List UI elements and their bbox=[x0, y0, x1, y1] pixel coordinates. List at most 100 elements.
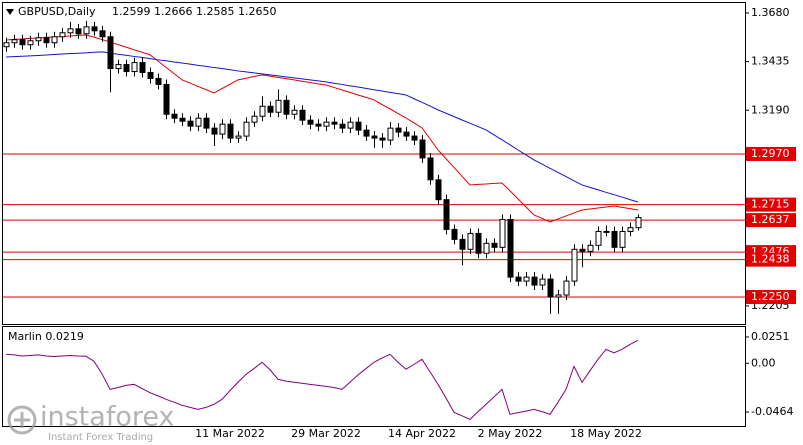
candle-body bbox=[603, 230, 610, 233]
candle-body bbox=[563, 280, 570, 296]
candle-body bbox=[35, 37, 42, 42]
x-tick-label: 14 Apr 2022 bbox=[388, 427, 456, 440]
candle-body bbox=[115, 64, 122, 70]
candle-body bbox=[83, 26, 90, 35]
level-label-box bbox=[746, 252, 796, 267]
candle-body bbox=[371, 135, 378, 139]
candle-body bbox=[99, 30, 106, 38]
candle-body bbox=[219, 123, 226, 135]
y-tick-label: -0.0464 bbox=[751, 405, 793, 418]
x-tick-label: 18 May 2022 bbox=[570, 427, 642, 440]
candle-body bbox=[27, 40, 34, 46]
indicator-panel bbox=[2, 326, 746, 427]
candle-body bbox=[131, 62, 138, 73]
candle-body bbox=[203, 117, 210, 129]
candle-body bbox=[3, 42, 10, 48]
main-panel bbox=[2, 2, 746, 325]
candle-body bbox=[67, 28, 74, 34]
candle-body bbox=[307, 119, 314, 125]
level-label-box bbox=[746, 213, 796, 228]
plot: 1.36801.34351.31901.22050.02510.00-0.046… bbox=[3, 6, 796, 440]
candle-body bbox=[515, 276, 522, 282]
indicator-line bbox=[5, 339, 639, 420]
candle-body bbox=[267, 105, 274, 113]
candle-body bbox=[499, 219, 506, 248]
candle-body bbox=[363, 129, 370, 137]
candle-body bbox=[483, 242, 490, 254]
candle-body bbox=[315, 123, 322, 127]
candle-body bbox=[587, 244, 594, 252]
candle-body bbox=[299, 109, 306, 121]
candle-body bbox=[155, 77, 162, 85]
candle-body bbox=[627, 227, 634, 232]
candle-body bbox=[467, 232, 474, 250]
candle-body bbox=[291, 109, 298, 115]
symbol: GBPUSD,Daily bbox=[18, 5, 96, 18]
candle-body bbox=[611, 230, 618, 248]
candle-body bbox=[435, 179, 442, 201]
candle-body bbox=[539, 278, 546, 286]
candle-body bbox=[51, 36, 58, 44]
candle-body bbox=[275, 99, 282, 113]
candle-body bbox=[347, 121, 354, 129]
candle-body bbox=[243, 121, 250, 137]
candle-body bbox=[427, 157, 434, 181]
candle-body bbox=[11, 39, 18, 44]
candle-body bbox=[179, 117, 186, 122]
candle-body bbox=[195, 117, 202, 127]
candle-body bbox=[339, 123, 346, 129]
candle-body bbox=[451, 228, 458, 240]
watermark-logo bbox=[7, 405, 37, 435]
quote: 1.2599 1.2666 1.2585 1.2650 bbox=[112, 5, 276, 18]
y-tick-label: 0.0251 bbox=[751, 330, 790, 343]
watermark-tagline: Instant Forex Trading bbox=[48, 432, 153, 443]
candle-body bbox=[251, 115, 258, 123]
y-tick-label: 0.00 bbox=[751, 356, 776, 369]
candle-body bbox=[595, 230, 602, 246]
candle-body bbox=[331, 121, 338, 125]
candle-body bbox=[163, 83, 170, 115]
candle-body bbox=[91, 26, 98, 32]
candle-body bbox=[323, 121, 330, 127]
candle-body bbox=[139, 62, 146, 74]
x-tick-label: 11 Mar 2022 bbox=[195, 427, 265, 440]
candle-body bbox=[123, 64, 130, 73]
candle-body bbox=[459, 238, 466, 250]
y-tick-label: 1.3190 bbox=[751, 103, 790, 116]
candle-body bbox=[43, 37, 50, 44]
indicator-title: Marlin 0.0219 bbox=[8, 330, 84, 343]
candle-body bbox=[523, 276, 530, 282]
candle-body bbox=[411, 135, 418, 141]
candle-body bbox=[635, 217, 642, 229]
y-tick-label: 1.3435 bbox=[751, 55, 790, 68]
candle-body bbox=[283, 99, 290, 115]
candle-body bbox=[475, 232, 482, 254]
candle-body bbox=[211, 127, 218, 135]
level-label: 1.2715 bbox=[751, 198, 790, 211]
watermark-logo-cross bbox=[14, 412, 30, 428]
candle-body bbox=[59, 32, 66, 38]
candle-body bbox=[395, 127, 402, 133]
level-label-box bbox=[746, 289, 796, 304]
y-tick-label: 1.3680 bbox=[751, 6, 790, 19]
candle-body bbox=[235, 135, 242, 139]
candle-body bbox=[227, 123, 234, 139]
candle-body bbox=[419, 139, 426, 159]
candle-body bbox=[355, 121, 362, 131]
level-label: 1.2637 bbox=[751, 213, 790, 226]
candle-body bbox=[19, 39, 26, 46]
candle-body bbox=[107, 36, 114, 70]
candle-body bbox=[571, 248, 578, 282]
watermark-brand: instaforex bbox=[40, 402, 174, 433]
level-label-box bbox=[746, 146, 796, 161]
candle-body bbox=[171, 113, 178, 119]
x-tick-label: 29 Mar 2022 bbox=[291, 427, 361, 440]
candle-body bbox=[443, 199, 450, 230]
candle-body bbox=[147, 72, 154, 79]
candle-body bbox=[75, 28, 82, 35]
candle-body bbox=[259, 105, 266, 117]
candle-body bbox=[547, 278, 554, 298]
x-tick-label: 2 May 2022 bbox=[478, 427, 543, 440]
